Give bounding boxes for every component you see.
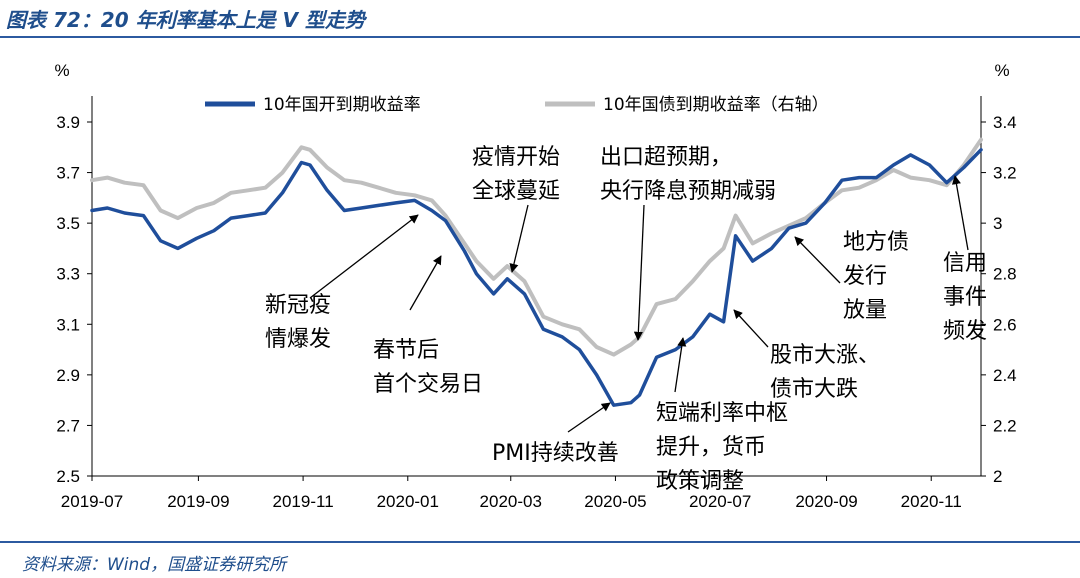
x-tick-label: 2019-09 (167, 492, 229, 511)
right-tick-label: 3 (993, 214, 1002, 233)
annotation-text-xinguan: 新冠疫 (265, 293, 331, 318)
legend-label: 10年国债到期收益率（右轴） (603, 95, 829, 115)
annotation-arrow-chunjie (409, 255, 442, 311)
source-note: 资料来源：Wind，国盛证券研究所 (22, 555, 287, 575)
annotation-text-gushi: 债市大跌 (770, 377, 858, 402)
annotation-text-chukou: 央行降息预期减弱 (600, 179, 776, 204)
left-tick-label: 3.7 (56, 164, 80, 183)
right-tick-label: 2.6 (993, 315, 1017, 334)
annotation-text-duanduan: 短端利率中枢 (656, 401, 788, 426)
title-rule (0, 36, 1080, 38)
x-tick-label: 2019-07 (61, 492, 123, 511)
annotation-text-xinyong: 事件 (943, 285, 987, 310)
axes: % % 3.9 3.7 3.5 3.3 3.1 2.9 2.7 2.5 3.4 3.2 3 2.8 2.6 2… (54, 61, 1016, 511)
legend-label: 10年国开到期收益率 (263, 95, 421, 115)
x-tick-label: 2020-07 (689, 492, 751, 511)
x-tick-label: 2020-09 (795, 492, 857, 511)
annotation-text-difang: 放量 (843, 298, 887, 323)
x-tick-label: 2019-11 (273, 492, 334, 511)
legend: 10年国开到期收益率 10年国债到期收益率（右轴） (205, 95, 829, 115)
annotation-text-chunjie: 春节后 (373, 338, 439, 363)
annotation-text-difang: 地方债 (843, 230, 909, 255)
annotation-arrow-xinguan (309, 214, 419, 299)
annotation-arrow-duanduan (674, 337, 687, 393)
annotation-text-gushi: 股市大涨、 (770, 343, 880, 368)
annotation-text-xinguan: 情爆发 (265, 327, 331, 352)
right-tick-label: 2.2 (993, 416, 1017, 435)
series-layer (90, 137, 983, 407)
left-tick-label: 2.5 (56, 467, 80, 486)
annotation-text-yiqing: 疫情开始 (472, 145, 560, 170)
annotation-arrow-gushi (733, 309, 769, 348)
left-tick-label: 2.9 (56, 366, 80, 385)
right-axis-unit: % (994, 61, 1009, 80)
figure-title: 图表 72：20 年利率基本上是 V 型走势 (6, 8, 365, 32)
left-tick-label: 3.3 (56, 265, 80, 284)
annotation-text-yiqing: 全球蔓延 (472, 179, 560, 204)
annotation-arrow-yiqing (509, 204, 529, 273)
right-tick-label: 3.2 (993, 164, 1017, 183)
annotation-arrow-xinyong (951, 175, 969, 251)
annotation-text-duanduan: 政策调整 (656, 469, 744, 494)
annotation-text-xinyong: 频发 (943, 319, 987, 344)
annotation-arrow-pmi (567, 402, 611, 433)
left-axis-unit: % (54, 61, 69, 80)
annotation-arrow-chukou (633, 204, 645, 341)
annotation-text-pmi: PMI持续改善 (492, 441, 619, 466)
left-tick-label: 3.5 (56, 214, 80, 233)
x-tick-label: 2020-11 (901, 492, 962, 511)
x-tick-label: 2020-01 (377, 492, 439, 511)
right-tick-label: 2 (993, 467, 1002, 486)
annotation-text-chukou: 出口超预期， (600, 145, 732, 170)
left-tick-label: 3.9 (56, 113, 80, 132)
right-tick-label: 2.4 (993, 366, 1017, 385)
annotation-text-chunjie: 首个交易日 (373, 372, 483, 397)
left-tick-label: 2.7 (56, 416, 80, 435)
x-tick-label: 2020-05 (584, 492, 646, 511)
left-tick-label: 3.1 (56, 315, 80, 334)
annotation-text-duanduan: 提升，货币 (656, 435, 766, 460)
right-tick-label: 3.4 (993, 113, 1017, 132)
source-rule (0, 541, 1080, 543)
right-tick-label: 2.8 (993, 265, 1017, 284)
annotation-text-difang: 发行 (843, 264, 887, 289)
series-line-cdb (90, 148, 983, 407)
annotation-text-xinyong: 信用 (943, 251, 987, 276)
annotation-arrow-difang (794, 236, 841, 284)
x-tick-label: 2020-03 (480, 492, 542, 511)
